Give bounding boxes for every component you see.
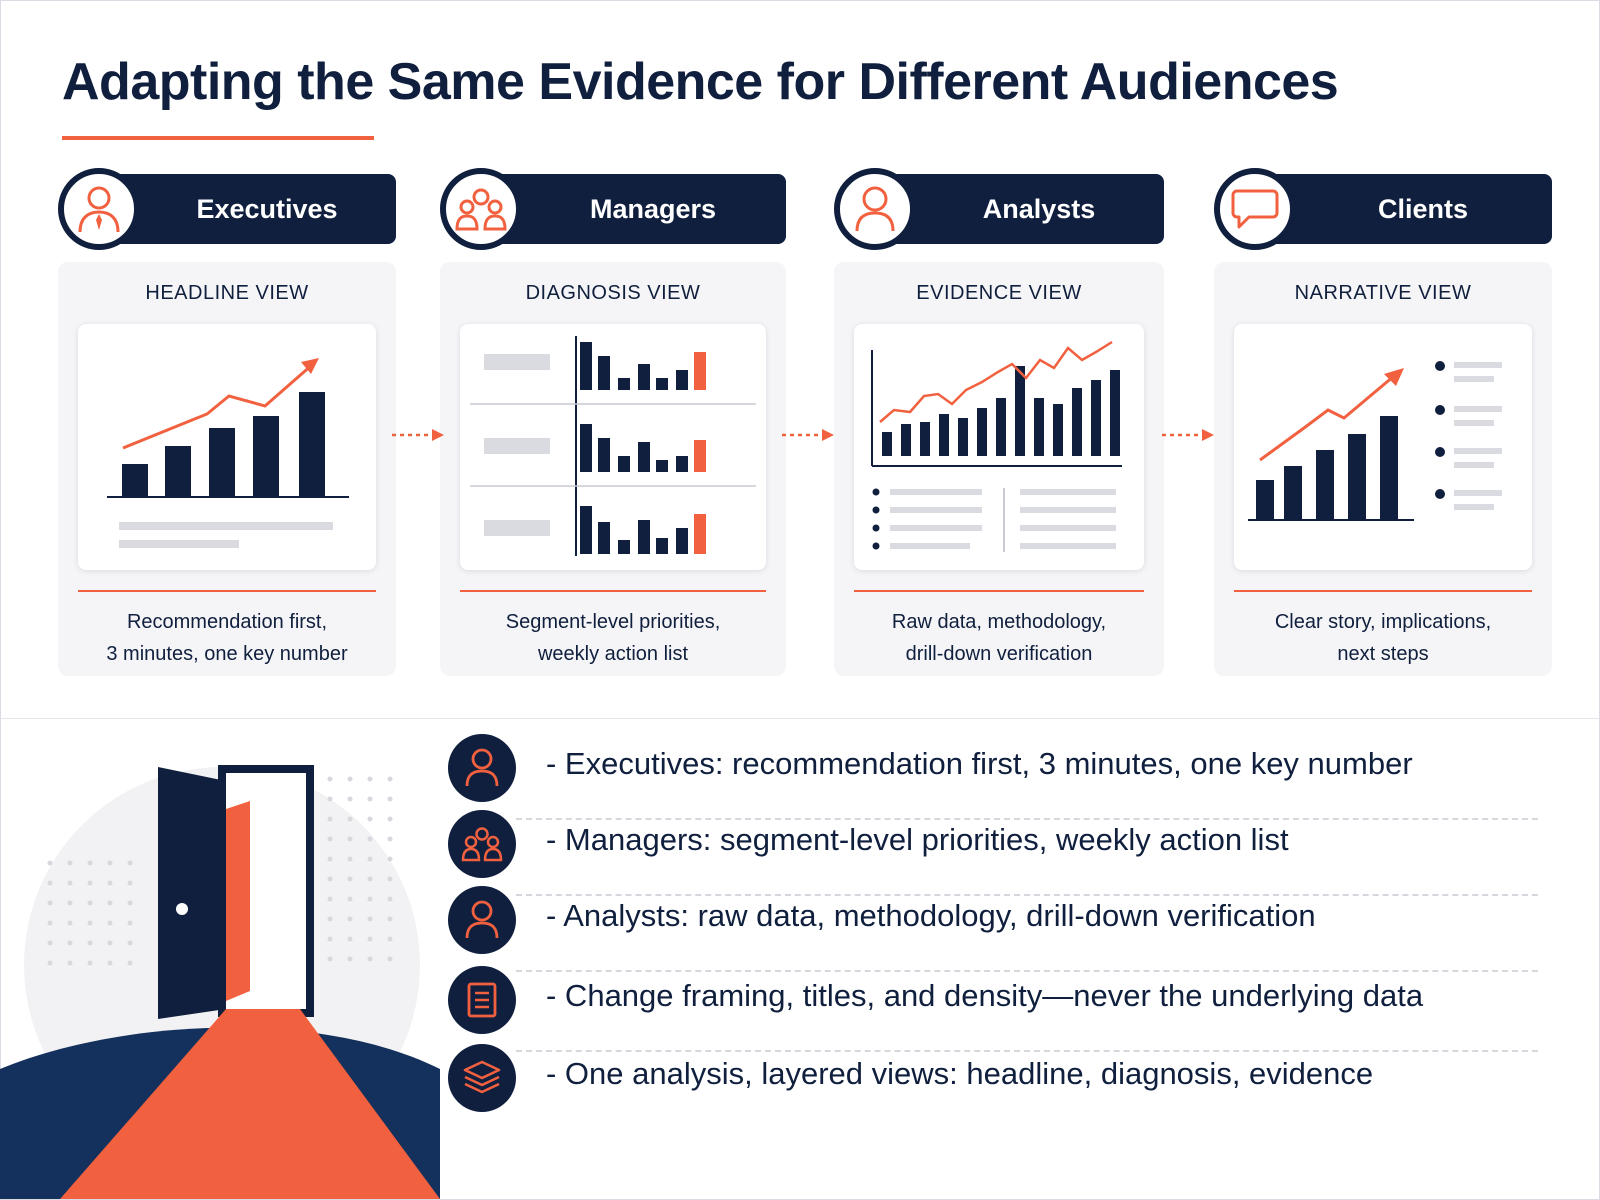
row-divider: [516, 970, 1538, 972]
list-item: - One analysis, layered views: headline,…: [448, 1044, 1538, 1124]
audience-header-analysts: Analysts: [834, 168, 1164, 250]
audience-header-executives: Executives: [58, 168, 396, 250]
section-divider: [0, 718, 1600, 719]
person-icon: [834, 168, 916, 250]
list-item: - Managers: segment-level priorities, we…: [448, 810, 1538, 896]
flow-arrow-1: [392, 429, 444, 441]
view-title: DIAGNOSIS VIEW: [525, 282, 701, 304]
group-people-icon: [440, 168, 522, 250]
audience-label: Managers: [589, 193, 717, 224]
diagnosis-chart-illustration: [470, 336, 756, 556]
narrative-chart-thumbnail: [1234, 324, 1532, 570]
audience-header-managers: Managers: [440, 168, 786, 250]
page-title: Adapting the Same Evidence for Different…: [62, 53, 1339, 111]
evidence-view-card: EVIDENCE VIEW: [834, 262, 1164, 676]
card-description: Segment-level priorities, weekly action …: [505, 611, 721, 665]
card-divider: [460, 590, 766, 592]
card-description: Raw data, methodology, drill-down verifi…: [891, 611, 1107, 665]
audience-column-executives: Executives HEADLINE VIEW Recommendation …: [58, 168, 396, 676]
audience-label: Clients: [1377, 193, 1469, 224]
list-item-text: - Managers: segment-level priorities, we…: [546, 822, 1289, 857]
card-description: Recommendation first, 3 minutes, one key…: [106, 611, 348, 665]
card-divider: [854, 590, 1144, 592]
list-item: - Executives: recommendation first, 3 mi…: [448, 734, 1538, 820]
diagnosis-view-card: DIAGNOSIS VIEW: [440, 262, 786, 676]
row-divider: [516, 1050, 1538, 1052]
list-item-text: - One analysis, layered views: headline,…: [546, 1056, 1374, 1091]
list-item-text: - Change framing, titles, and density—ne…: [546, 978, 1424, 1013]
list-item-text: - Analysts: raw data, methodology, drill…: [546, 898, 1316, 933]
headline-chart-thumbnail: [78, 324, 376, 570]
card-divider: [78, 590, 376, 592]
card-divider: [1234, 590, 1532, 592]
narrative-view-card: NARRATIVE VIEW: [1214, 262, 1552, 676]
person-icon: [448, 886, 516, 954]
view-title: NARRATIVE VIEW: [1294, 282, 1472, 304]
card-description: Clear story, implications, next steps: [1274, 611, 1492, 665]
narrative-chart-illustration: [1248, 361, 1502, 521]
list-item: - Analysts: raw data, methodology, drill…: [448, 886, 1538, 972]
flow-arrow-3: [1162, 429, 1214, 441]
chat-bubble-icon: [1214, 168, 1296, 250]
open-door-illustration: [0, 719, 440, 1199]
audience-column-analysts: Analysts EVIDENCE VIEW: [834, 168, 1164, 676]
diagnosis-chart-thumbnail: [460, 324, 766, 570]
list-item-text: - Executives: recommendation first, 3 mi…: [546, 746, 1413, 781]
view-title: HEADLINE VIEW: [145, 282, 309, 304]
row-divider: [516, 818, 1538, 820]
executive-person-icon: [58, 168, 140, 250]
view-title: EVIDENCE VIEW: [916, 282, 1082, 304]
headline-chart-illustration: [107, 358, 349, 548]
group-people-icon: [448, 810, 516, 878]
headline-view-card: HEADLINE VIEW Recommendation first, 3 mi…: [58, 262, 396, 676]
title-underline: [62, 136, 374, 140]
evidence-chart-thumbnail: [854, 324, 1144, 570]
document-icon: [448, 966, 516, 1034]
audience-header-clients: Clients: [1214, 168, 1552, 250]
audience-column-clients: Clients NARRATIVE VIEW: [1214, 168, 1552, 676]
audience-column-managers: Managers DIAGNOSIS VIEW: [440, 168, 786, 676]
list-item: - Change framing, titles, and density—ne…: [448, 966, 1538, 1052]
audience-label: Analysts: [982, 193, 1096, 224]
layers-icon: [448, 1044, 516, 1112]
row-divider: [516, 894, 1538, 896]
audience-label: Executives: [196, 193, 338, 224]
person-icon: [448, 734, 516, 802]
flow-arrow-2: [782, 429, 834, 441]
evidence-chart-illustration: [871, 340, 1122, 552]
